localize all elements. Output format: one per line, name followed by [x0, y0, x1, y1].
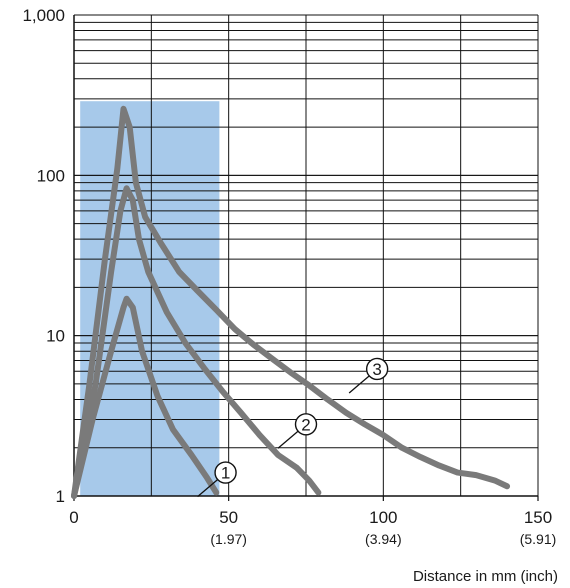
series-line-3 — [71, 105, 511, 499]
x-tick-sublabel: (5.91) — [520, 531, 557, 547]
marker-label-3: 3 — [372, 360, 381, 379]
shaded-region-layer — [80, 101, 220, 496]
series-line-2 — [71, 185, 322, 499]
y-tick-label: 100 — [37, 166, 65, 185]
axis-layer — [73, 15, 539, 501]
shaded-region — [80, 101, 220, 496]
marker-circle-2 — [294, 413, 318, 436]
marker-circle-3 — [365, 357, 389, 381]
series-layer — [71, 105, 511, 499]
y-tick-label: 10 — [46, 327, 65, 346]
x-tick-label: 0 — [69, 508, 78, 527]
grid-layer — [74, 14, 538, 497]
marker-label-2: 2 — [301, 415, 310, 434]
y-tick-label: 1 — [56, 487, 65, 506]
marker-label-1: 1 — [221, 464, 230, 483]
x-axis-title: Distance in mm (inch) — [413, 568, 558, 585]
tick-label-layer: 1 10 100 1,000 0 50 (1.97) 100 (3.94) 150 (5.91) — [22, 6, 556, 547]
series-marker-layer: 1 2 3 — [197, 357, 389, 498]
series-line-1 — [71, 295, 220, 499]
x-tick-label: 50 — [219, 508, 238, 527]
x-tick-sublabel: (3.94) — [365, 531, 402, 547]
marker-leader-2 — [277, 430, 299, 449]
x-tick-label: 150 — [524, 508, 552, 527]
marker-leader-3 — [348, 375, 370, 394]
x-tick-sublabel: (1.97) — [210, 531, 247, 547]
x-tick-label: 100 — [369, 508, 397, 527]
y-tick-label: 1,000 — [22, 6, 65, 25]
marker-circle-1 — [214, 461, 237, 484]
marker-leader-1 — [197, 479, 218, 498]
